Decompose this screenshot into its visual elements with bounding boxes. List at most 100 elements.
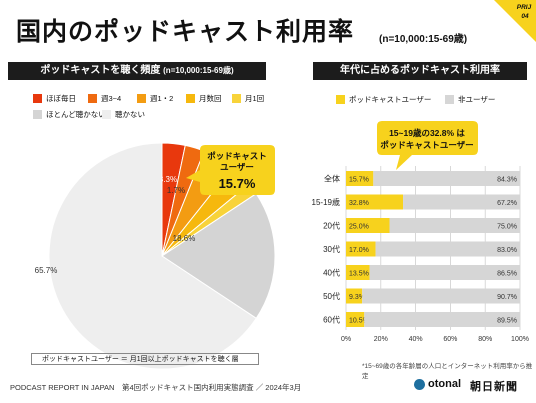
pie-slice-label: 4.6% <box>137 169 155 178</box>
bar-callout-line2: ポッドキャストユーザー <box>380 140 473 150</box>
bar-value-label: 9.3% <box>349 294 365 301</box>
legend-swatch <box>33 110 42 119</box>
y-category-label: 15-19歳 <box>312 197 340 207</box>
legend-swatch <box>102 110 111 119</box>
legend-label: 月数回 <box>199 94 222 103</box>
bar-segment <box>403 194 520 210</box>
bar-segment <box>375 241 520 257</box>
bar-segment <box>364 312 520 327</box>
bar-value-label: 75.0% <box>497 224 517 231</box>
y-category-label: 20代 <box>323 221 340 231</box>
pie-legend-item: ほぼ毎日 <box>33 93 76 104</box>
pie-legend-item: 週3~4 <box>88 93 121 104</box>
corner-triangle <box>494 0 536 42</box>
corner-label-1: PRIJ <box>517 4 532 11</box>
pie-legend-item: ほとんど聴かない <box>33 109 106 120</box>
corner-tab: PRIJ 04 <box>494 0 536 42</box>
bar-segment <box>389 218 520 233</box>
y-category-label: 全体 <box>324 174 340 184</box>
pie-slice-label: 18.6% <box>173 234 196 243</box>
bar-value-label: 25.0% <box>349 224 369 231</box>
pie-callout: ポッドキャストユーザー 15.7% <box>186 145 275 195</box>
otonal-logo: otonal <box>414 378 461 390</box>
legend-swatch <box>88 94 97 103</box>
bar-value-label: 83.0% <box>497 247 517 254</box>
otonal-logo-icon <box>414 378 425 390</box>
bar-segment <box>346 171 374 186</box>
bar-value-label: 89.5% <box>497 318 517 325</box>
pie-slice <box>161 150 234 257</box>
y-category-label: 30代 <box>323 244 340 254</box>
pie-slice <box>161 192 276 320</box>
left-panel-title-note: (n=10,000:15-69歳) <box>163 66 234 75</box>
legend-swatch <box>186 94 195 103</box>
legend-label: 非ユーザー <box>458 95 496 104</box>
bar-segment <box>346 194 404 210</box>
x-tick-label: 100% <box>511 336 529 343</box>
bar-segment <box>346 288 363 304</box>
legend-swatch <box>33 94 42 103</box>
pie-slice-label: 3.3% <box>109 146 127 155</box>
bar-segment <box>362 288 520 304</box>
page-title-note: (n=10,000:15-69歳) <box>379 34 468 45</box>
x-tick-label: 0% <box>341 336 351 343</box>
corner-label-2: 04 <box>521 13 529 20</box>
x-tick-label: 40% <box>409 336 423 343</box>
x-tick-label: 20% <box>374 336 388 343</box>
bar-legend-item: ポッドキャストユーザー <box>336 94 431 105</box>
pie-slice-label: 2.8% <box>124 155 142 164</box>
bar-legend-item: 非ユーザー <box>445 94 495 105</box>
legend-label: ほとんど聴かない <box>46 110 106 119</box>
right-panel-note: *15~69歳の各年齢層の人口とインターネット利用率から推定 <box>362 363 533 380</box>
pie-slice-label: 1.7% <box>167 186 185 195</box>
legend-label: 月1回 <box>245 94 265 103</box>
bar-value-label: 17.0% <box>349 247 369 254</box>
right-panel-title: 年代に占めるポッドキャスト利用率 <box>340 65 500 76</box>
y-category-label: 40代 <box>323 268 340 278</box>
bar-value-label: 13.5% <box>349 271 369 278</box>
pie-slice <box>161 142 186 257</box>
pie-slice <box>161 183 257 257</box>
legend-label: ほぼ毎日 <box>46 94 76 103</box>
bar-value-label: 84.3% <box>497 177 517 184</box>
left-panel-header: ポッドキャストを聴く頻度 (n=10,000:15-69歳) <box>8 62 266 80</box>
legend-label: 聴かない <box>115 110 145 119</box>
footer-text: PODCAST REPORT IN JAPAN 第4回ポッドキャスト国内利用実態… <box>10 383 302 392</box>
bar-segment <box>346 218 390 233</box>
pie-slice-label: 65.7% <box>35 266 58 275</box>
legend-swatch <box>137 94 146 103</box>
legend-swatch <box>232 94 241 103</box>
pie-slice-label: 3.3% <box>159 175 177 184</box>
pie-legend-item: 月1回 <box>232 93 264 104</box>
bar-value-label: 32.8% <box>349 200 369 207</box>
legend-swatch <box>336 95 345 104</box>
pie-slice <box>161 166 250 257</box>
x-tick-label: 60% <box>443 336 457 343</box>
right-panel-header: 年代に占めるポッドキャスト利用率 <box>313 62 527 80</box>
bar-segment <box>346 265 370 280</box>
bar-segment <box>369 265 520 280</box>
pie-legend-item: 聴かない <box>102 109 145 120</box>
left-panel-note: ポッドキャストユーザー ＝ 月1回以上ポッドキャストを聴く層 <box>31 353 259 365</box>
bar-callout-bubble <box>377 121 478 170</box>
pie-callout-value: 15.7% <box>219 176 256 191</box>
pie-slice <box>161 144 205 257</box>
legend-label: 週1・2 <box>150 94 174 103</box>
left-panel-title: ポッドキャストを聴く頻度 <box>40 65 161 76</box>
bar-segment <box>346 312 365 327</box>
bar-value-label: 90.7% <box>497 294 517 301</box>
bar-value-label: 15.7% <box>349 177 369 184</box>
y-category-label: 60代 <box>323 315 340 325</box>
x-tick-label: 80% <box>478 336 492 343</box>
asahi-logo: 朝日新聞 <box>470 381 518 393</box>
legend-label: ポッドキャストユーザー <box>349 95 432 104</box>
bar-segment <box>373 171 520 186</box>
bar-callout-line1: 15~19歳の32.8% は <box>389 128 465 138</box>
legend-label: 週3~4 <box>101 94 122 103</box>
pie-legend-item: 月数回 <box>186 93 222 104</box>
legend-swatch <box>445 95 454 104</box>
bar-value-label: 86.5% <box>497 271 517 278</box>
pie-callout-line1: ポッドキャスト <box>207 151 267 161</box>
